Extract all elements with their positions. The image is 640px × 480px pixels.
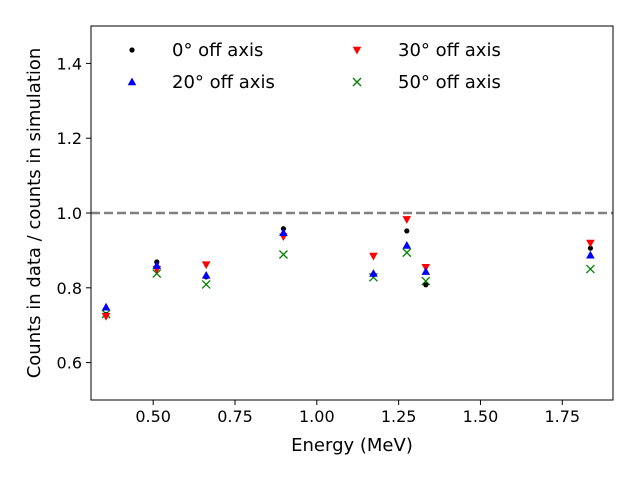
y-tick-label: 1.2 [57, 129, 82, 148]
data-point [201, 270, 211, 279]
y-tick-label: 0.6 [57, 354, 82, 373]
data-point [101, 313, 111, 321]
x-tick-label: 1.25 [381, 407, 417, 426]
legend-marker [129, 47, 135, 53]
data-point [587, 245, 594, 251]
x-axis-ticks: 0.50 0.75 1.00 1.25 1.50 1.75 [135, 400, 580, 426]
x-tick-label: 1.75 [544, 407, 580, 426]
y-tick-label: 1.0 [57, 204, 82, 223]
data-point [201, 261, 211, 270]
data-point [586, 250, 595, 259]
y-axis-ticks: 0.6 0.8 1.0 1.2 1.4 [57, 54, 91, 373]
data-point [421, 276, 431, 286]
x-tick-label: 1.00 [299, 407, 335, 426]
data-point [402, 248, 412, 258]
y-axis-title: Counts in data / counts in simulation [24, 48, 45, 379]
legend-entry: 30° off axis [352, 40, 501, 61]
data-point [278, 250, 288, 259]
data-point [101, 302, 111, 311]
legend-entry: 20° off axis [127, 72, 275, 93]
legend-marker [352, 77, 362, 87]
data-point [586, 239, 595, 248]
data-point [369, 252, 378, 261]
data-point [585, 264, 595, 274]
data-point [152, 261, 162, 269]
legend-marker [352, 46, 362, 55]
x-axis-title: Energy (MeV) [291, 435, 413, 456]
legend-marker [127, 77, 137, 86]
legend: 0° off axis 20° off axis 30° off axis 50° o… [127, 40, 501, 93]
data-point [369, 269, 378, 277]
legend-label: 30° off axis [398, 40, 501, 61]
legend-label: 50° off axis [398, 72, 501, 93]
data-point [404, 228, 410, 234]
x-tick-label: 0.75 [217, 407, 253, 426]
x-tick-label: 1.50 [463, 407, 499, 426]
y-tick-label: 0.8 [57, 279, 82, 298]
x-tick-label: 0.50 [135, 407, 171, 426]
legend-label: 20° off axis [172, 72, 275, 93]
y-tick-label: 1.4 [57, 54, 82, 73]
series-triangle-up [101, 228, 595, 311]
data-point [279, 228, 288, 237]
data-point [423, 282, 429, 288]
data-point [402, 216, 412, 224]
data-points [101, 216, 595, 321]
legend-label: 0° off axis [172, 40, 263, 61]
legend-entry: 0° off axis [129, 40, 263, 61]
data-point [402, 241, 412, 249]
data-point [201, 279, 211, 289]
legend-entry: 50° off axis [352, 72, 501, 93]
data-point [421, 267, 431, 275]
